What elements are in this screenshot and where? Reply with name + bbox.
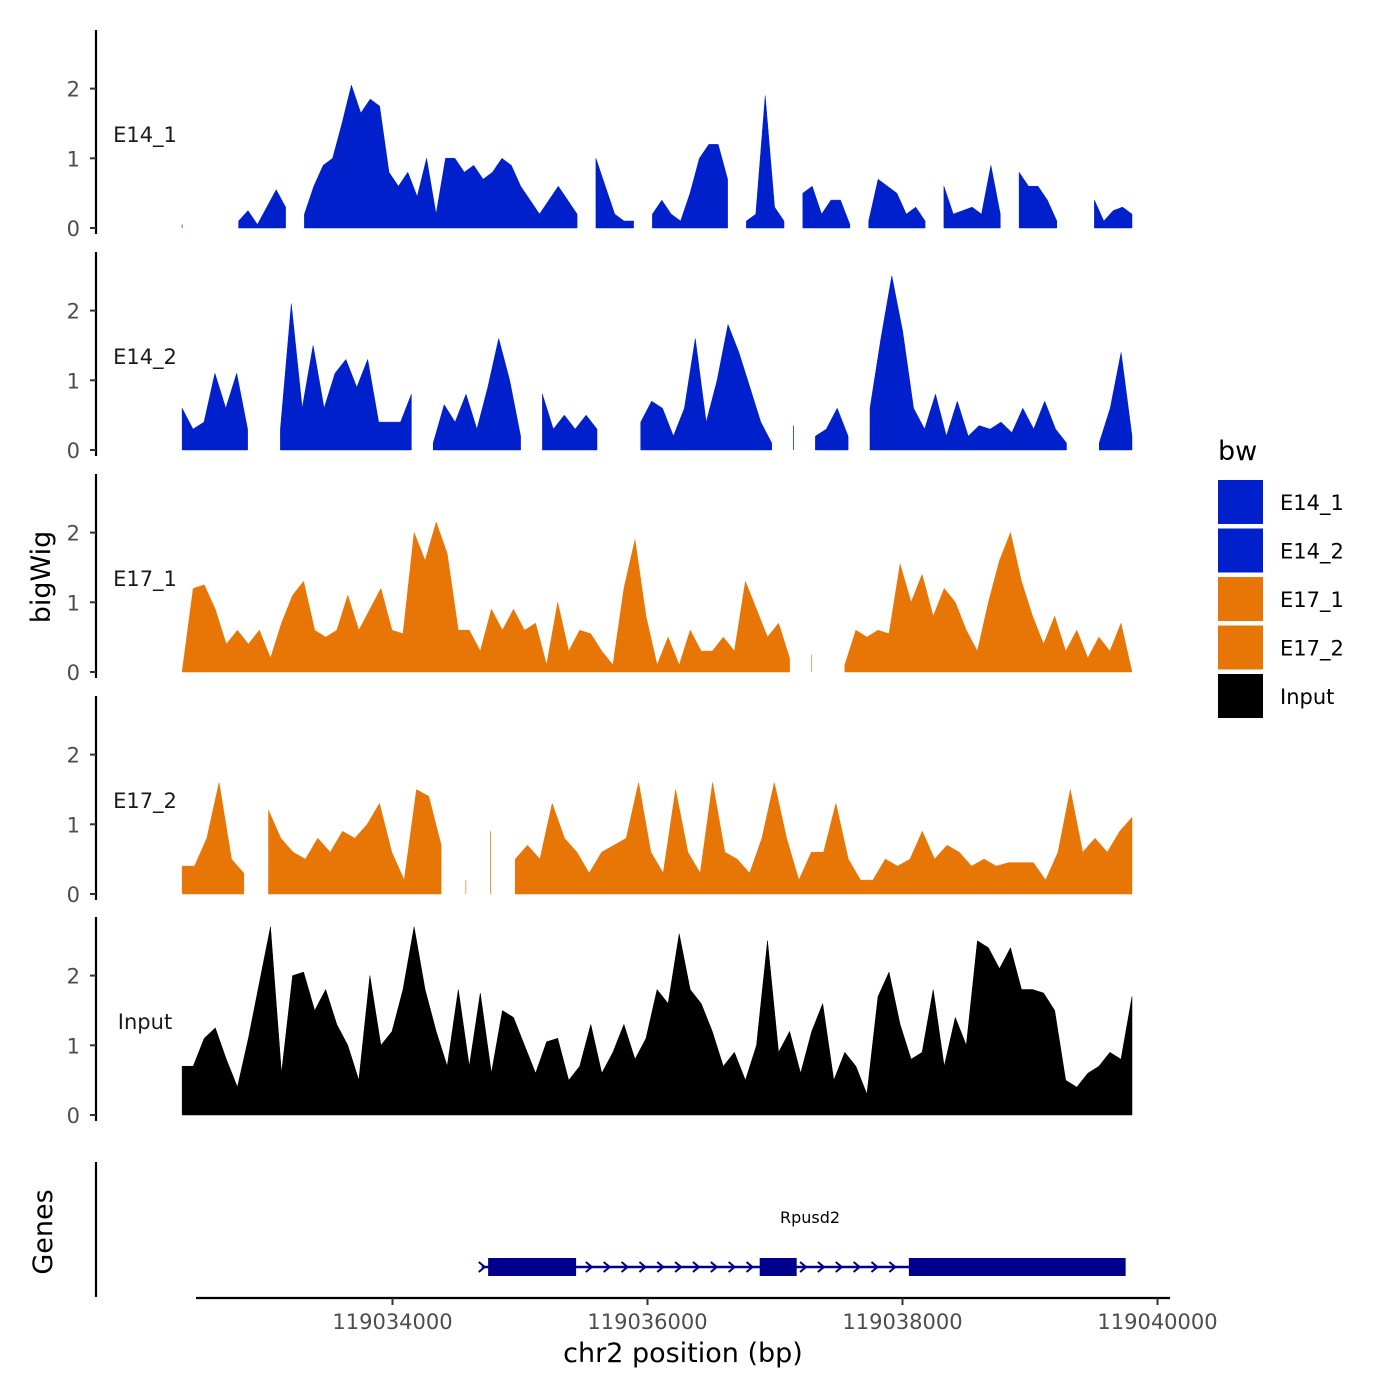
strand-chevron [603, 1261, 612, 1273]
strand-chevron [799, 1261, 808, 1273]
strand-chevron [674, 1261, 683, 1273]
panel-Input: 0 1 2 Input [67, 917, 1133, 1128]
area-E17_2 [268, 789, 442, 895]
area-E14_1 [802, 185, 851, 229]
legend-swatch-E17_2 [1218, 625, 1263, 670]
gene-track-label: Genes [28, 1189, 59, 1274]
area-E14_2 [542, 394, 598, 451]
area-E14_2 [815, 407, 849, 451]
gene-exon [488, 1258, 577, 1276]
legend-label-E14_2: E14_2 [1280, 540, 1344, 565]
strand-chevron [620, 1261, 630, 1273]
area-E14_1 [304, 84, 578, 229]
strand-chevron [817, 1261, 826, 1273]
y-tick-label: 1 [67, 147, 80, 171]
legend: bw E14_1 E14_2 E17_1 E17_2 Input [1218, 436, 1344, 718]
area-E14_1 [746, 95, 785, 229]
y-tick-label: 2 [67, 522, 80, 546]
strand-chevron [728, 1261, 737, 1273]
y-tick-label: 2 [67, 78, 80, 102]
y-tick-label: 0 [67, 1104, 80, 1128]
x-tick-label: 119038000 [842, 1310, 962, 1334]
area-E17_1 [181, 521, 790, 673]
area-E14_2 [640, 323, 772, 451]
strand-chevron [692, 1261, 701, 1273]
area-E14_1 [868, 178, 926, 229]
y-axis-title: bigWig [26, 531, 57, 624]
strand-chevron [835, 1261, 844, 1273]
track-label-E14_1: E14_1 [113, 123, 177, 148]
x-axis: 119034000 119036000 119038000 119040000 chr… [196, 1296, 1218, 1369]
track-label-E17_2: E17_2 [113, 789, 177, 814]
strand-chevron [745, 1261, 755, 1273]
strand-chevron [710, 1261, 719, 1273]
y-tick-label: 0 [67, 217, 80, 241]
area-E14_2 [432, 338, 521, 451]
area-E14_1 [943, 165, 1001, 229]
strand-chevron [638, 1261, 647, 1273]
gene-name-label: Rpusd2 [780, 1208, 840, 1227]
gene-exon [759, 1258, 797, 1276]
area-E14_1 [1018, 171, 1058, 229]
area-E14_1 [595, 158, 634, 229]
panel-E14_2: 0 1 2 E14_2 [67, 252, 1133, 463]
strand-chevron [888, 1261, 897, 1273]
track-label-E14_2: E14_2 [113, 345, 177, 370]
gene-exon [908, 1258, 1126, 1276]
legend-swatch-E14_2 [1218, 528, 1263, 573]
y-tick-label: 2 [67, 965, 80, 989]
gene-model [478, 1258, 1126, 1276]
panel-E17_2: 0 1 2 E17_2 [67, 696, 1133, 907]
area-E14_1 [652, 144, 728, 229]
area-Input [181, 926, 1133, 1116]
legend-label-Input: Input [1280, 685, 1334, 709]
panel-E17_1: 0 1 2 E17_1 [67, 474, 1133, 685]
legend-label-E17_2: E17_2 [1280, 637, 1344, 662]
y-tick-label: 1 [67, 369, 80, 393]
area-E14_1 [238, 189, 286, 229]
y-tick-label: 0 [67, 661, 80, 685]
track-label-Input: Input [118, 1010, 172, 1034]
y-tick-label: 2 [67, 744, 80, 768]
strand-chevron [656, 1261, 665, 1273]
x-tick-label: 119040000 [1097, 1310, 1217, 1334]
gene-track: Genes Rpusd2 [28, 1162, 1126, 1297]
area-E17_2 [514, 782, 1133, 895]
strand-chevron [870, 1261, 880, 1273]
strand-chevron [478, 1261, 487, 1273]
strand-chevron [585, 1261, 594, 1273]
legend-title: bw [1218, 436, 1257, 467]
y-tick-label: 1 [67, 1034, 80, 1058]
area-E17_2 [181, 782, 245, 895]
legend-swatch-E14_1 [1218, 480, 1263, 524]
legend-swatch-Input [1218, 674, 1263, 718]
y-tick-label: 2 [67, 300, 80, 324]
x-tick-label: 119034000 [332, 1310, 452, 1334]
legend-swatch-E17_1 [1218, 577, 1263, 621]
legend-label-E17_1: E17_1 [1280, 588, 1344, 613]
x-tick-label: 119036000 [587, 1310, 707, 1334]
track-label-E17_1: E17_1 [113, 567, 177, 592]
panel-E14_1: 0 1 2 E14_1 [67, 30, 1133, 241]
area-E14_2 [181, 372, 248, 451]
x-axis-title: chr2 position (bp) [563, 1338, 803, 1369]
y-tick-label: 0 [67, 883, 80, 907]
area-E14_2 [869, 275, 1067, 451]
y-tick-label: 1 [67, 813, 80, 837]
bigwig-panels: 0 1 2 E14_1 0 1 2 E14_2 0 1 2 E17_1 0 1 2 E17_2 0 1 2 Input [67, 30, 1133, 1128]
area-E17_1 [844, 531, 1133, 673]
area-E14_2 [1098, 352, 1133, 451]
y-tick-label: 0 [67, 439, 80, 463]
area-E14_1 [1094, 199, 1133, 229]
area-E14_2 [280, 303, 412, 451]
y-tick-label: 1 [67, 591, 80, 615]
legend-label-E14_1: E14_1 [1280, 491, 1344, 516]
strand-chevron [852, 1261, 862, 1273]
